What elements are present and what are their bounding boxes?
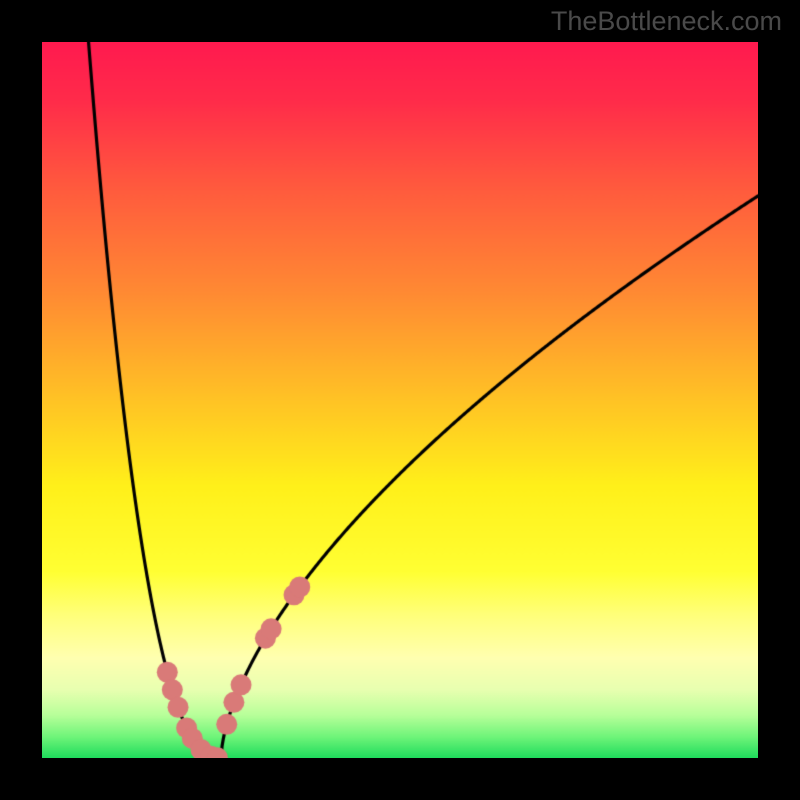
watermark-text: TheBottleneck.com <box>551 6 782 37</box>
bottleneck-curve-canvas <box>42 42 758 758</box>
plot-area <box>42 42 758 758</box>
chart-stage: TheBottleneck.com <box>0 0 800 800</box>
